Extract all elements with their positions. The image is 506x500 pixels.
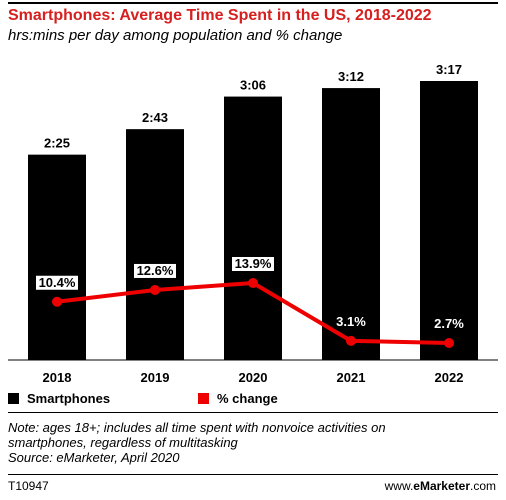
bottom-rule [8, 474, 498, 475]
pct-label-bg-2020 [232, 257, 274, 271]
bar-2020 [224, 96, 282, 361]
top-rule [8, 2, 498, 4]
bar-2018 [28, 154, 86, 360]
pct-point-2018 [52, 296, 62, 307]
bar-label-2020: 3:06 [240, 78, 266, 93]
pct-label-2018: 10.4% [39, 275, 76, 290]
legend-item-pct-change: % change [198, 391, 278, 406]
legend-swatch-pct-change [198, 393, 209, 404]
divider [8, 412, 498, 413]
x-tick-2018: 2018 [43, 370, 72, 385]
brand-prefix: www. [384, 479, 414, 493]
chart-id: T10947 [8, 479, 49, 493]
x-tick-2021: 2021 [337, 370, 366, 385]
bar-label-2021: 3:12 [338, 69, 364, 84]
pct-point-2020 [248, 278, 258, 288]
bar-label-2019: 2:43 [142, 110, 168, 125]
bar-label-2018: 2:25 [44, 136, 70, 151]
brand-name: eMarketer [413, 479, 470, 493]
brand-suffix: .com [469, 479, 496, 493]
x-tick-2019: 2019 [141, 370, 170, 385]
chart-title: Smartphones: Average Time Spent in the U… [8, 7, 432, 24]
brand-link[interactable]: www.eMarketer.com [385, 479, 496, 493]
pct-label-bg-2021 [333, 314, 369, 329]
pct-point-2021 [346, 335, 356, 346]
pct-label-2021: 3.1% [336, 314, 366, 329]
pct-label-bg-2019 [134, 263, 176, 278]
legend-label-pct-change: % change [217, 391, 278, 406]
x-tick-2020: 2020 [239, 370, 268, 385]
chart-plot: 2:25 2018 2:43 2019 3:06 2020 3:12 2021 3:17 2022… [8, 62, 498, 385]
pct-label-2020: 13.9% [235, 256, 272, 271]
chart-subtitle: hrs:mins per day among population and % … [8, 27, 343, 44]
pct-label-bg-2022 [431, 317, 467, 331]
pct-point-2022 [444, 338, 454, 348]
source-text: Source: eMarketer, April 2020 [8, 450, 180, 465]
pct-label-2019: 12.6% [137, 263, 174, 278]
bar-label-2022: 3:17 [436, 62, 462, 77]
chart-note: Note: ages 18+; includes all time spent … [8, 420, 488, 465]
bar-2021 [322, 88, 380, 361]
legend-swatch-smartphones [8, 393, 19, 404]
x-tick-2022: 2022 [435, 370, 464, 385]
note-line-2: smartphones, regardless of multitasking [8, 435, 238, 450]
pct-label-2022: 2.7% [434, 316, 464, 331]
pct-point-2019 [150, 284, 160, 295]
note-line-1: Note: ages 18+; includes all time spent … [8, 420, 386, 435]
legend-label-smartphones: Smartphones [27, 391, 111, 406]
pct-label-bg-2018 [36, 275, 78, 290]
bar-2022 [420, 81, 478, 360]
legend-item-smartphones: Smartphones [8, 391, 110, 406]
bar-2019 [126, 129, 184, 360]
